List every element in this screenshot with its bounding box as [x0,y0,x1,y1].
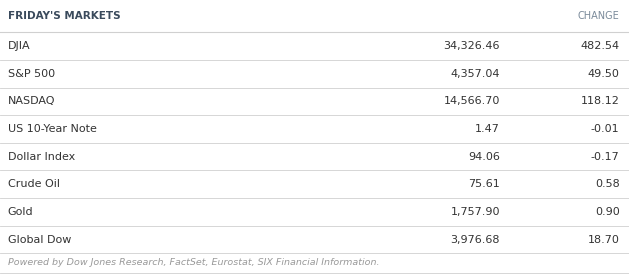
Bar [0,143,629,171]
Text: 482.54: 482.54 [581,41,620,51]
Text: 1.47: 1.47 [475,124,500,134]
Text: NASDAQ: NASDAQ [8,96,55,106]
Bar [0,171,629,198]
Text: -0.17: -0.17 [591,152,620,162]
Bar [0,60,629,87]
Text: Powered by Dow Jones Research, FactSet, Eurostat, SIX Financial Information.: Powered by Dow Jones Research, FactSet, … [8,258,379,267]
Bar [0,0,629,32]
Bar [0,115,629,143]
Text: S&P 500: S&P 500 [8,69,55,79]
Text: 3,976.68: 3,976.68 [450,235,500,244]
Text: DJIA: DJIA [8,41,30,51]
Text: -0.01: -0.01 [591,124,620,134]
Text: 0.58: 0.58 [595,179,620,189]
Text: 0.90: 0.90 [595,207,620,217]
Bar [0,32,629,60]
Text: US 10-Year Note: US 10-Year Note [8,124,96,134]
Text: 94.06: 94.06 [468,152,500,162]
Text: 4,357.04: 4,357.04 [450,69,500,79]
Text: Global Dow: Global Dow [8,235,71,244]
Text: 49.50: 49.50 [587,69,620,79]
Bar [0,198,629,226]
Text: Crude Oil: Crude Oil [8,179,60,189]
Bar [0,226,629,253]
Text: 118.12: 118.12 [581,96,620,106]
Text: 14,566.70: 14,566.70 [443,96,500,106]
Bar [0,87,629,115]
Text: Gold: Gold [8,207,33,217]
Text: 34,326.46: 34,326.46 [443,41,500,51]
Text: CHANGE: CHANGE [578,11,620,21]
Text: 1,757.90: 1,757.90 [450,207,500,217]
Text: FRIDAY'S MARKETS: FRIDAY'S MARKETS [8,11,120,21]
Text: 75.61: 75.61 [469,179,500,189]
Text: 18.70: 18.70 [587,235,620,244]
Text: Dollar Index: Dollar Index [8,152,75,162]
